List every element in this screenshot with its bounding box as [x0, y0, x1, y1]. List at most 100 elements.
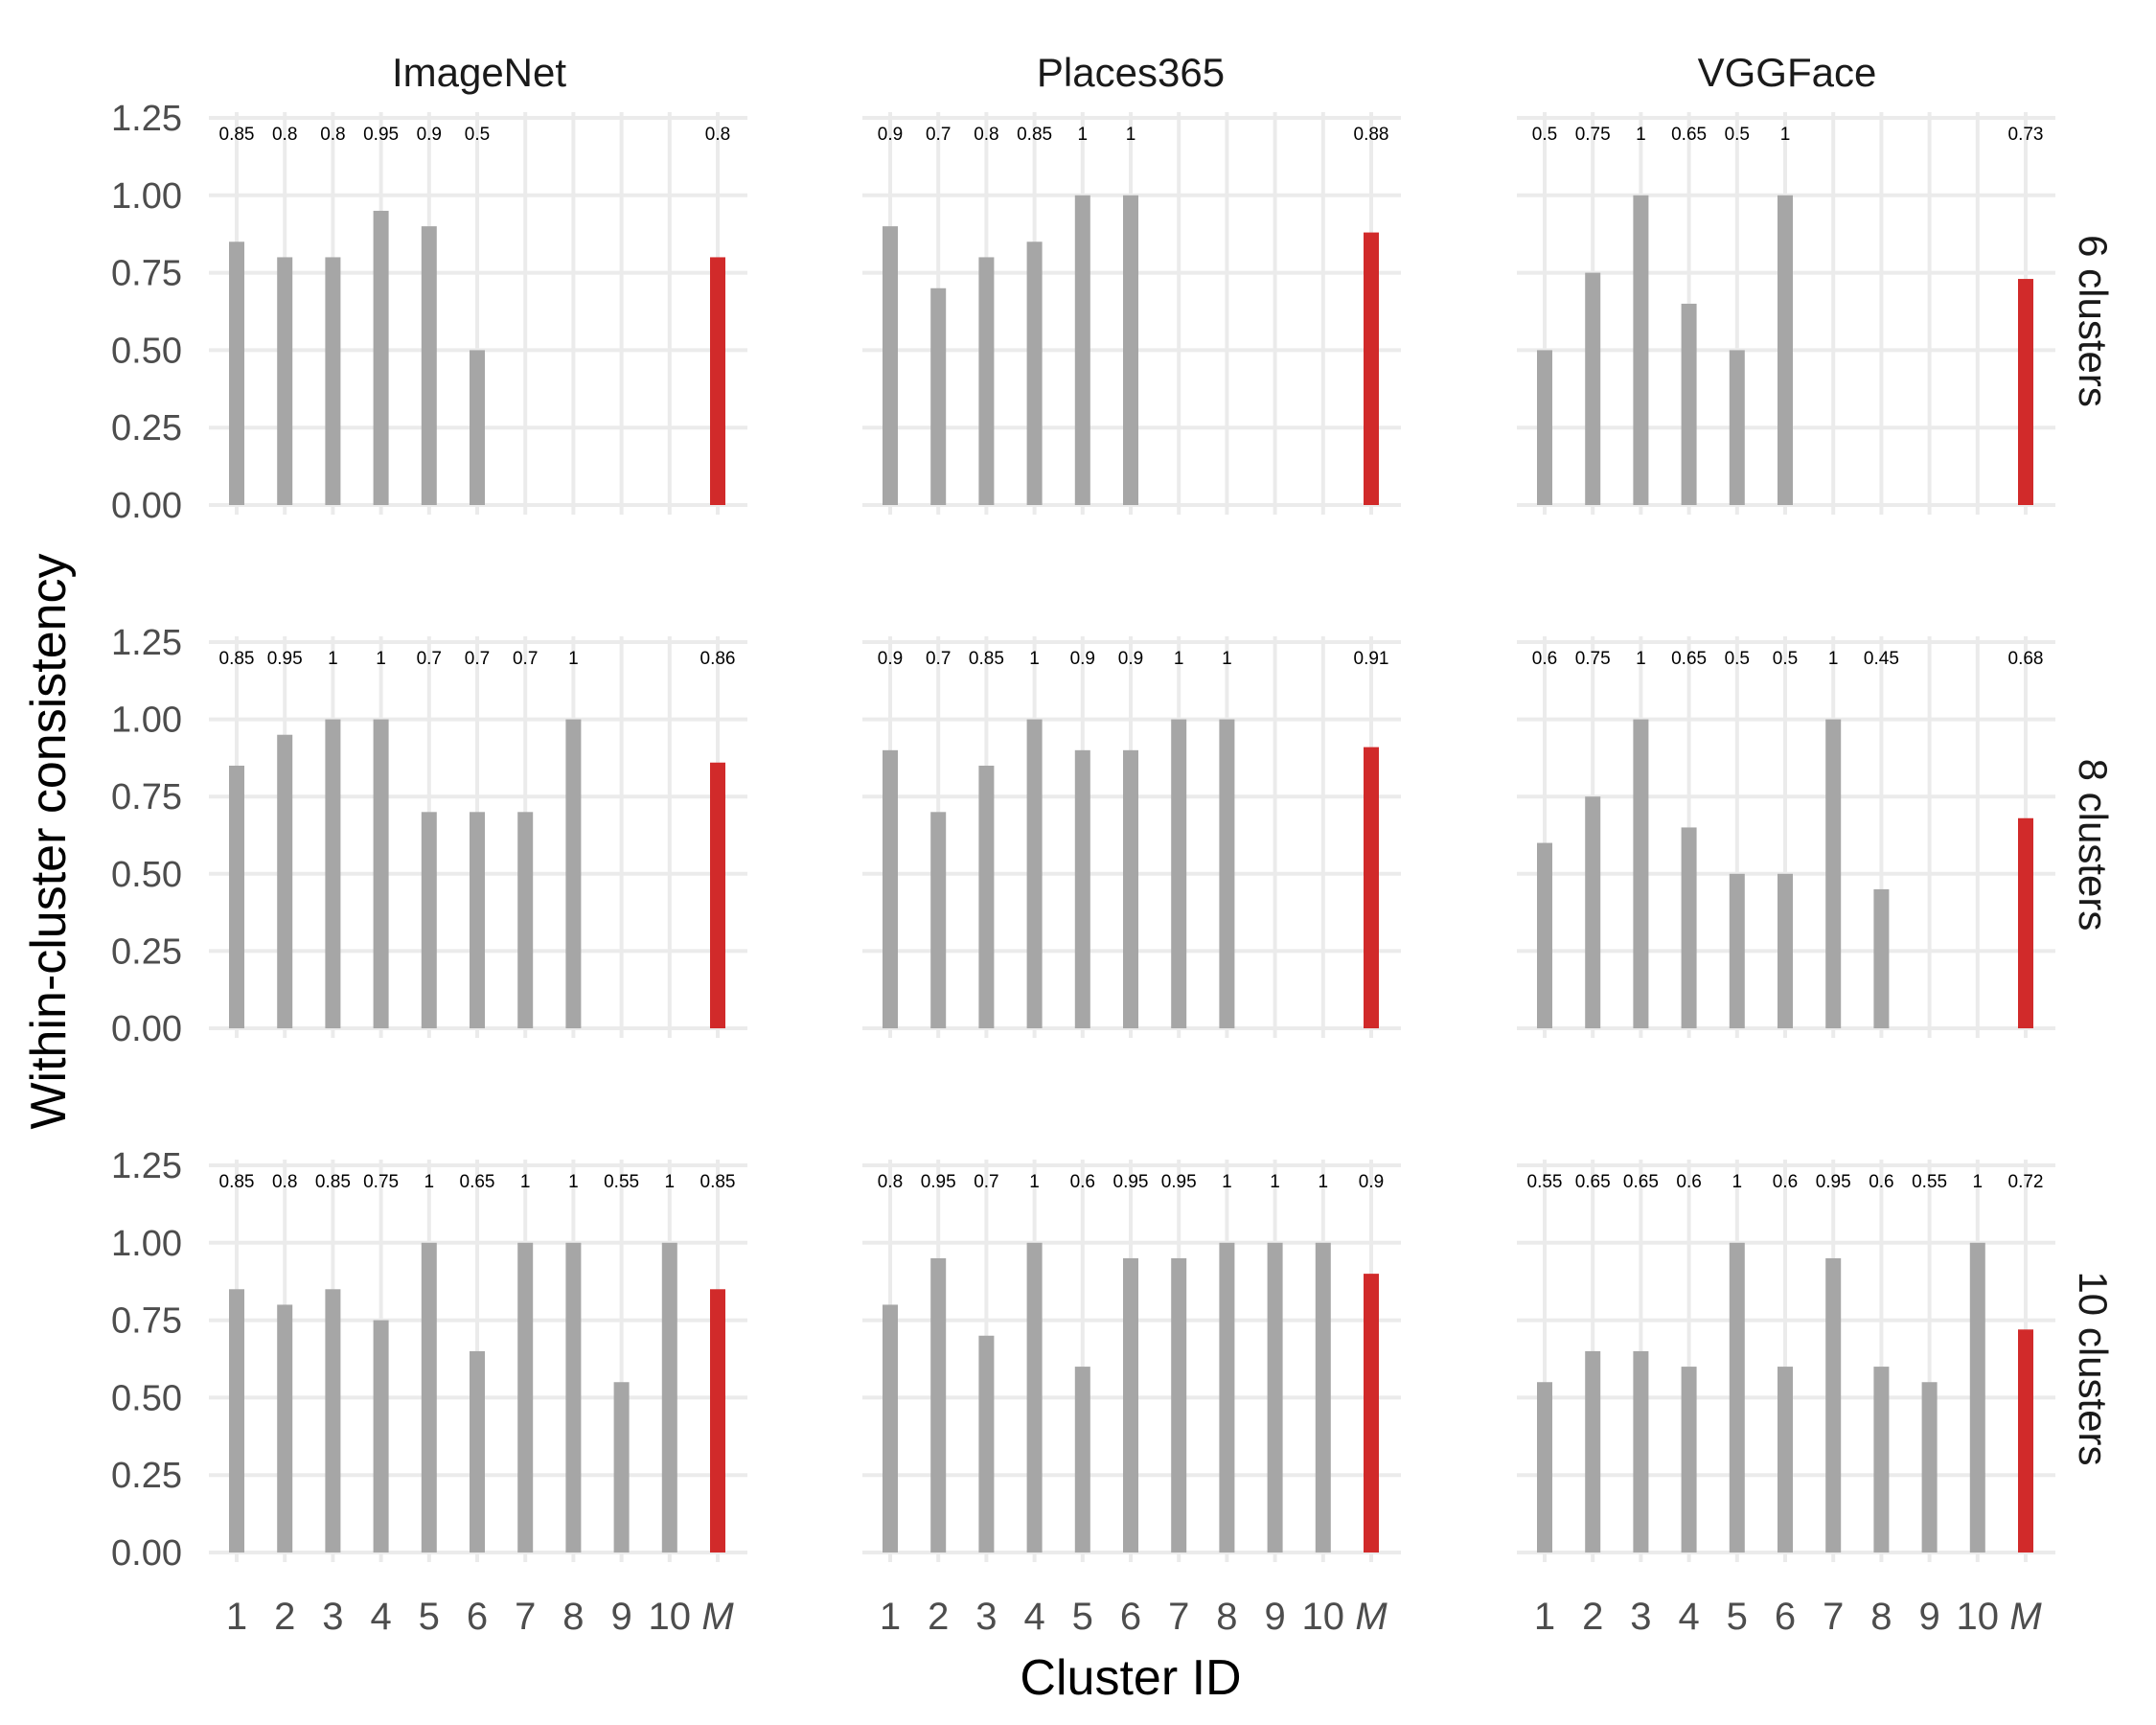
bar-value-label: 0.95 [1816, 1172, 1851, 1192]
bar-value-label: 0.9 [1070, 649, 1095, 669]
cluster-bar [229, 765, 244, 1028]
y-tick-label: 1.25 [111, 99, 182, 139]
bar-value-label: 0.5 [1725, 125, 1750, 145]
bar-value-label: 0.65 [1623, 1172, 1659, 1192]
bar-value-label: 0.85 [219, 1172, 255, 1192]
cluster-bar [470, 812, 485, 1028]
cluster-bar [565, 719, 582, 1028]
mean-value-label: 0.8 [705, 125, 730, 145]
bar-value-label: 0.5 [465, 125, 490, 145]
bar-value-label: 0.95 [267, 649, 303, 669]
bar-value-label: 1 [1126, 125, 1136, 145]
bar-value-label: 0.6 [1532, 649, 1557, 669]
bar-value-label: 1 [1828, 649, 1839, 669]
bar-value-label: 1 [1029, 1172, 1040, 1192]
cluster-bar [1633, 1350, 1649, 1552]
bar-value-label: 0.65 [460, 1172, 495, 1192]
cluster-bar [1074, 195, 1090, 506]
x-tick-label: 7 [515, 1596, 536, 1638]
bar-value-label: 1 [1732, 1172, 1743, 1192]
facet-column-label: ImageNet [392, 50, 566, 95]
cluster-bar [1778, 1367, 1793, 1552]
bar-value-label: 1 [1319, 1172, 1329, 1192]
x-tick-label: 1 [880, 1596, 901, 1638]
x-tick-label: 10 [1957, 1596, 2000, 1638]
bar-value-label: 0.95 [363, 125, 399, 145]
bar-value-label: 0.9 [878, 649, 903, 669]
bar-value-label: 0.6 [1070, 1172, 1095, 1192]
mean-bar [710, 257, 725, 505]
bar-value-label: 0.95 [921, 1172, 956, 1192]
bar-value-label: 0.55 [1912, 1172, 1947, 1192]
cluster-bar [421, 1242, 437, 1552]
y-tick-label: 0.75 [111, 777, 182, 817]
cluster-bar [1681, 827, 1697, 1028]
bar-value-label: 0.85 [315, 1172, 351, 1192]
x-tick-label: 4 [370, 1596, 391, 1638]
y-tick-label: 1.25 [111, 623, 182, 663]
y-tick-label: 0.25 [111, 408, 182, 448]
cluster-bar [373, 719, 389, 1028]
bar-value-label: 1 [1222, 1172, 1232, 1192]
cluster-bar [883, 749, 898, 1028]
mean-value-label: 0.85 [700, 1172, 736, 1192]
cluster-bar [1074, 1367, 1090, 1552]
bar-value-label: 0.75 [1575, 649, 1611, 669]
bar-value-label: 1 [424, 1172, 435, 1192]
x-tick-label: 5 [1072, 1596, 1093, 1638]
cluster-bar [565, 1242, 582, 1552]
bar-value-label: 0.65 [1575, 1172, 1611, 1192]
x-tick-label: 9 [1264, 1596, 1285, 1638]
cluster-bar [1219, 719, 1235, 1028]
cluster-bar [1825, 719, 1842, 1028]
bar-value-label: 0.8 [974, 125, 998, 145]
bar-value-label: 0.8 [272, 125, 297, 145]
x-tick-label: 6 [1120, 1596, 1141, 1638]
x-axis-title: Cluster ID [1020, 1650, 1241, 1706]
bar-value-label: 0.5 [1773, 649, 1798, 669]
bar-value-label: 1 [1174, 649, 1184, 669]
facet-row-label: 8 clusters [2071, 759, 2116, 932]
mean-value-label: 0.9 [1359, 1172, 1384, 1192]
x-tick-label: 10 [1302, 1596, 1345, 1638]
bar-value-label: 0.8 [272, 1172, 297, 1192]
facet-row-label: 10 clusters [2071, 1271, 2116, 1465]
cluster-bar [1585, 272, 1601, 505]
bar-value-label: 0.65 [1671, 649, 1707, 669]
y-tick-label: 0.00 [111, 1533, 182, 1574]
bar-value-label: 0.7 [465, 649, 490, 669]
x-tick-label: 8 [1216, 1596, 1237, 1638]
bar-value-label: 0.55 [1527, 1172, 1563, 1192]
bar-value-label: 0.5 [1725, 649, 1750, 669]
cluster-bar [1123, 749, 1138, 1028]
cluster-bar [421, 226, 437, 505]
facet-column-label: VGGFace [1698, 50, 1877, 95]
x-tick-label: 3 [1630, 1596, 1651, 1638]
y-tick-label: 0.75 [111, 1301, 182, 1342]
cluster-bar [325, 257, 341, 505]
cluster-bar [1171, 719, 1187, 1028]
bar-value-label: 0.7 [417, 649, 442, 669]
cluster-bar [1633, 719, 1649, 1028]
mean-value-label: 0.72 [2008, 1172, 2044, 1192]
cluster-bar [1123, 1257, 1138, 1552]
cluster-bar [1585, 1350, 1601, 1552]
bar-value-label: 1 [376, 649, 386, 669]
x-tick-label: 8 [1870, 1596, 1892, 1638]
cluster-bar [421, 812, 437, 1028]
y-tick-label: 1.00 [111, 1224, 182, 1264]
x-tick-label: M [1355, 1596, 1388, 1638]
mean-bar [1364, 1274, 1379, 1552]
cluster-bar [930, 1257, 947, 1552]
cluster-bar [470, 1350, 485, 1552]
cluster-bar [883, 226, 898, 505]
cluster-bar [978, 257, 995, 505]
bar-value-label: 1 [1029, 649, 1040, 669]
cluster-bar [978, 1335, 995, 1552]
bar-value-label: 0.85 [1017, 125, 1052, 145]
y-tick-label: 0.00 [111, 1009, 182, 1049]
cluster-bar [883, 1304, 898, 1552]
cluster-bar [613, 1382, 630, 1552]
cluster-bar [978, 765, 995, 1028]
bar-value-label: 1 [1270, 1172, 1280, 1192]
